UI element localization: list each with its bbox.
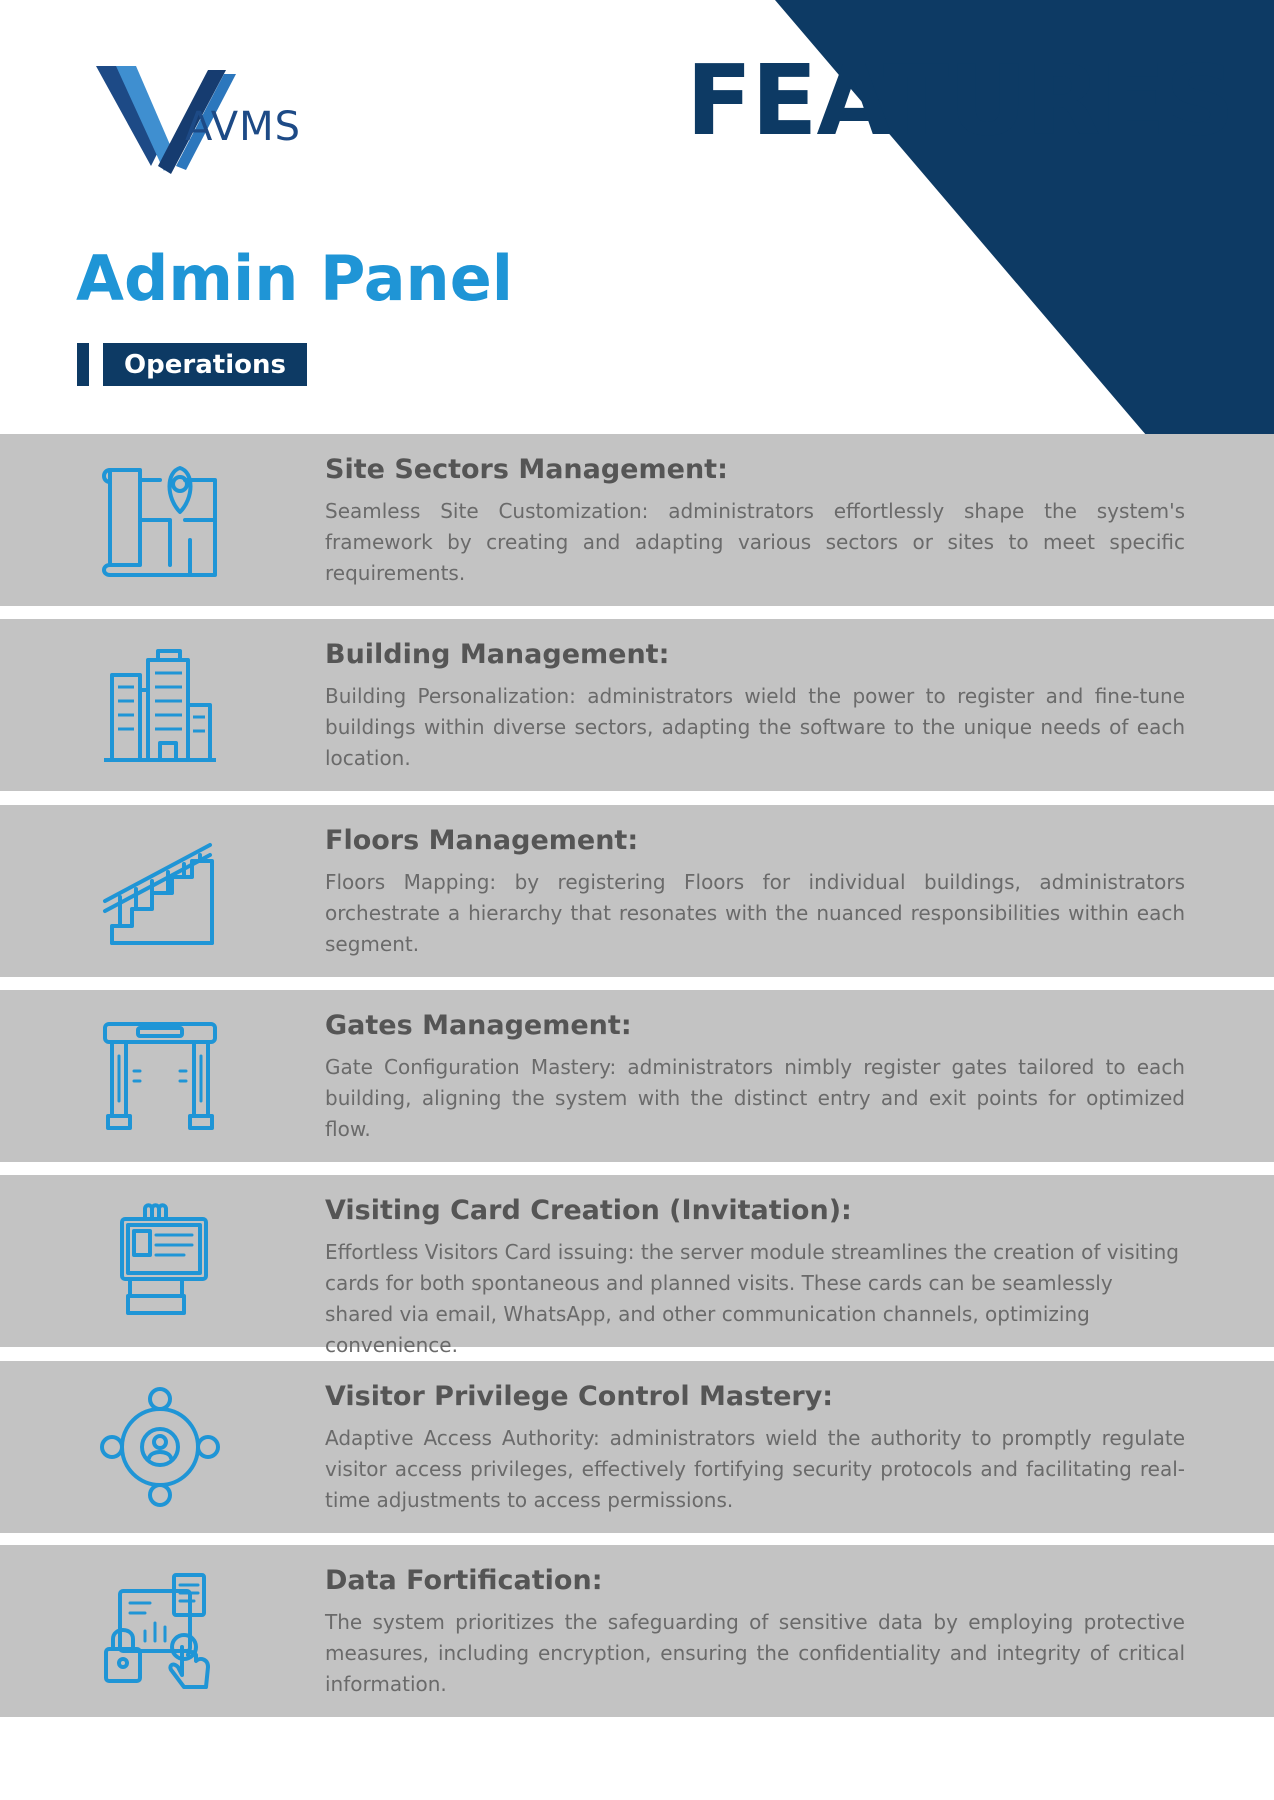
feature-building: Building Management: Building Personaliz… bbox=[0, 619, 1274, 791]
feature-title: Building Management: bbox=[325, 639, 670, 670]
feature-description: Seamless Site Customization: administrat… bbox=[325, 499, 1185, 585]
feature-description: The system prioritizes the safeguarding … bbox=[325, 1610, 1185, 1696]
feature-description: Effortless Visitors Card issuing: the se… bbox=[325, 1240, 1179, 1357]
section-badge: Operations bbox=[103, 343, 307, 386]
avms-logo-mark bbox=[96, 66, 236, 174]
feature-title: Site Sectors Management: bbox=[325, 454, 728, 485]
feature-data-fortification: Data Fortification: The system prioritiz… bbox=[0, 1545, 1274, 1717]
feature-visiting-card: Visiting Card Creation (Invitation): Eff… bbox=[0, 1175, 1274, 1357]
badge-accent-bar bbox=[77, 343, 89, 386]
security-gate-icon bbox=[103, 1022, 217, 1130]
feature-site-sectors: Site Sectors Management: Seamless Site C… bbox=[0, 434, 1274, 606]
building-icon bbox=[104, 649, 216, 762]
stairs-icon bbox=[103, 843, 214, 945]
feature-gates: Gates Management: Gate Configuration Mas… bbox=[0, 990, 1274, 1162]
feature-title: Gates Management: bbox=[325, 1010, 632, 1041]
feature-description: Adaptive Access Authority: administrator… bbox=[325, 1426, 1185, 1512]
feature-title: Floors Management: bbox=[325, 825, 639, 856]
feature-description: Gate Configuration Mastery: administrato… bbox=[325, 1055, 1185, 1141]
feature-privilege-control: Visitor Privilege Control Mastery: Adapt… bbox=[0, 1361, 1274, 1533]
feature-description: Floors Mapping: by registering Floors fo… bbox=[325, 870, 1185, 956]
feature-title: Visitor Privilege Control Mastery: bbox=[325, 1381, 834, 1412]
feature-title: Visiting Card Creation (Invitation): bbox=[325, 1195, 852, 1226]
site-map-icon bbox=[102, 466, 217, 577]
page-title: Admin Panel bbox=[76, 242, 513, 315]
feature-floors: Floors Management: Floors Mapping: by re… bbox=[0, 805, 1274, 977]
features-heading: FEATURES bbox=[686, 44, 1235, 157]
logo-text: AVMS bbox=[185, 104, 302, 150]
feature-title: Data Fortification: bbox=[325, 1565, 603, 1596]
feature-description: Building Personalization: administrators… bbox=[325, 684, 1185, 770]
visiting-card-icon bbox=[120, 1203, 208, 1315]
user-network-icon bbox=[100, 1387, 220, 1507]
data-lock-icon bbox=[104, 1573, 210, 1689]
